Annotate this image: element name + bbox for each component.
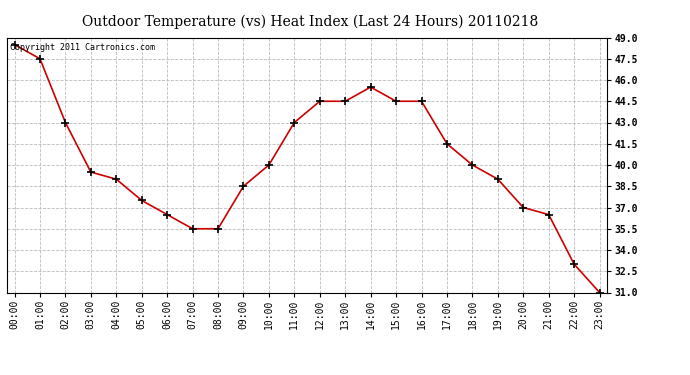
Text: Outdoor Temperature (vs) Heat Index (Last 24 Hours) 20110218: Outdoor Temperature (vs) Heat Index (Las… xyxy=(82,15,539,29)
Text: Copyright 2011 Cartronics.com: Copyright 2011 Cartronics.com xyxy=(10,43,155,52)
